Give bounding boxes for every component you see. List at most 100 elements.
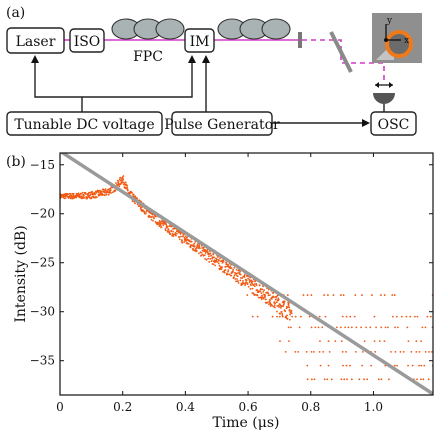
noise-floor-point (370, 294, 373, 296)
noise-floor-point (431, 350, 433, 353)
noise-floor-point (350, 326, 353, 329)
data-point (218, 259, 220, 262)
data-point (132, 193, 135, 196)
data-point (176, 232, 178, 235)
noise-floor-point (411, 364, 414, 367)
data-point (287, 304, 290, 307)
data-point (287, 302, 290, 305)
data-point (183, 241, 186, 243)
decay-plot: 0 0.2 0.4 0.6 0.8 1.0 −15 −20 −25 −30 −35 Time (μs… (13, 152, 434, 431)
noise-floor-point (305, 350, 308, 353)
data-point (259, 287, 262, 290)
laser-label: Laser (16, 34, 56, 50)
data-point (262, 285, 264, 288)
data-point (158, 220, 161, 222)
data-point (216, 261, 219, 263)
noise-floor-point (349, 315, 352, 318)
data-point (115, 182, 117, 184)
data-point (276, 310, 278, 313)
data-point (261, 294, 263, 297)
data-point (260, 298, 263, 301)
noise-floor-point (354, 294, 357, 296)
data-point (204, 258, 206, 260)
data-point (166, 225, 169, 228)
data-point (251, 287, 254, 290)
data-point (290, 309, 293, 312)
noise-floor-point (278, 315, 281, 318)
noise-floor-point (294, 315, 297, 318)
data-point (224, 269, 227, 271)
data-point (247, 277, 250, 280)
noise-floor-point (345, 364, 348, 367)
data-point (91, 190, 94, 193)
data-point (86, 197, 88, 200)
data-point (285, 307, 288, 310)
data-point (170, 229, 173, 232)
data-point (131, 191, 133, 194)
noise-floor-point (284, 350, 287, 353)
fpc-label: FPC (133, 49, 163, 65)
noise-floor-point (365, 326, 368, 329)
data-point (72, 192, 75, 195)
noise-floor-point (407, 340, 410, 343)
data-point (181, 241, 184, 244)
data-point (235, 268, 238, 271)
noise-floor-point (393, 364, 396, 367)
data-point (208, 255, 210, 258)
iso-label: ISO (74, 34, 101, 50)
data-point (153, 217, 155, 220)
data-point (288, 308, 291, 311)
noise-floor-point (416, 315, 419, 318)
noise-floor-point (324, 315, 327, 318)
data-point (208, 261, 211, 263)
data-point (262, 297, 265, 300)
data-point (288, 306, 291, 309)
free-space-beam (302, 39, 385, 84)
data-point (93, 192, 96, 194)
data-point (114, 189, 117, 192)
data-point (236, 278, 238, 280)
data-point (236, 275, 239, 278)
fiber-spool (217, 18, 291, 40)
data-point (290, 312, 293, 315)
fit-line (60, 153, 433, 395)
data-point (268, 303, 270, 306)
noise-floor-point (306, 364, 309, 367)
arrow-to-im-dc (188, 55, 196, 63)
data-point (274, 302, 277, 305)
data-point (281, 314, 284, 317)
data-point (104, 188, 107, 191)
noise-floor-point (429, 315, 432, 318)
data-point (284, 310, 287, 312)
noise-floor-point (409, 315, 412, 318)
data-point (187, 242, 190, 245)
data-point (172, 230, 175, 233)
data-point (279, 306, 282, 309)
data-point (90, 193, 92, 196)
data-point (241, 283, 244, 286)
noise-floor-point (387, 378, 390, 381)
data-point (273, 304, 276, 307)
data-point (203, 254, 206, 257)
data-point (286, 317, 289, 320)
x-axis-label: Time (μs) (212, 415, 279, 431)
noise-floor-point (334, 340, 337, 343)
data-point (245, 279, 248, 282)
y-tick-label: −15 (30, 158, 55, 172)
noise-floor-point (319, 340, 321, 343)
data-point (282, 305, 284, 308)
data-point (228, 273, 231, 276)
data-point (229, 266, 232, 268)
noise-floor-point (345, 350, 347, 353)
noise-floor-point (383, 340, 386, 343)
data-point (64, 197, 67, 199)
data-point (221, 270, 224, 273)
noise-floor-point (327, 294, 329, 296)
iso-box: ISO (69, 28, 105, 53)
data-point (136, 197, 139, 200)
data-point (249, 280, 251, 283)
data-point (242, 282, 245, 285)
data-point (164, 229, 167, 232)
noise-floor-point (310, 350, 313, 353)
x-tick-label: 0.8 (301, 400, 320, 414)
